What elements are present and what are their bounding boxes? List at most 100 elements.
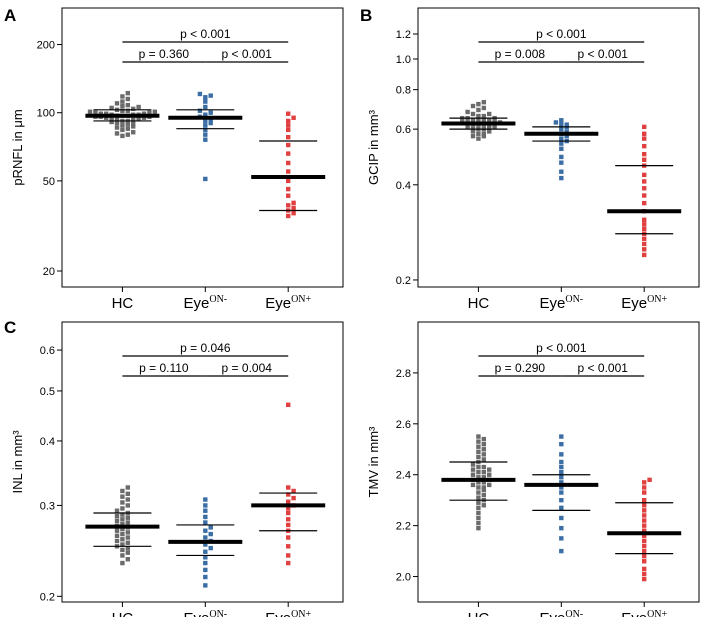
p-value-label: p < 0.001 bbox=[578, 47, 629, 61]
data-point-HC bbox=[470, 103, 476, 109]
data-point-EyeON+ bbox=[647, 477, 652, 483]
y-tick-label: 200 bbox=[37, 40, 55, 52]
data-point-HC bbox=[131, 124, 136, 129]
data-point-EyeON+ bbox=[642, 533, 647, 539]
data-point-EyeON+ bbox=[642, 252, 647, 258]
data-point-HC bbox=[120, 547, 125, 553]
data-point-HC bbox=[136, 116, 141, 122]
category-name: Eye bbox=[539, 295, 565, 312]
category-superscript: ON- bbox=[209, 609, 227, 617]
data-point-EyeON+ bbox=[642, 485, 647, 490]
data-point-HC bbox=[109, 119, 114, 125]
data-point-EyeON- bbox=[203, 560, 208, 566]
data-point-EyeON+ bbox=[642, 222, 647, 227]
data-point-HC bbox=[476, 510, 481, 516]
data-point-EyeON- bbox=[203, 520, 208, 525]
data-point-HC bbox=[125, 121, 131, 127]
data-point-HC bbox=[125, 540, 131, 545]
x-tick-label: HC bbox=[112, 610, 134, 617]
data-point-HC bbox=[114, 508, 120, 513]
data-point-EyeON- bbox=[559, 169, 564, 174]
data-point-HC bbox=[476, 434, 481, 439]
data-point-EyeON+ bbox=[291, 200, 296, 206]
category-name: HC bbox=[468, 610, 490, 617]
data-point-EyeON+ bbox=[642, 571, 647, 577]
data-point-HC bbox=[120, 494, 125, 499]
data-point-HC bbox=[476, 464, 481, 470]
data-point-HC bbox=[481, 131, 487, 136]
category-name: Eye bbox=[265, 610, 291, 617]
x-tick-label: EyeON- bbox=[539, 609, 583, 617]
data-point-EyeON+ bbox=[642, 548, 647, 554]
data-point-HC bbox=[125, 491, 131, 496]
data-point-EyeON- bbox=[559, 459, 564, 465]
data-point-HC bbox=[470, 482, 476, 488]
data-point-EyeON- bbox=[559, 469, 564, 475]
data-point-EyeON- bbox=[559, 515, 564, 521]
p-value-label: p < 0.001 bbox=[536, 341, 587, 355]
data-point-HC bbox=[120, 521, 125, 527]
data-point-HC bbox=[481, 492, 487, 498]
data-point-EyeON+ bbox=[286, 402, 291, 407]
data-point-EyeON+ bbox=[286, 544, 291, 549]
y-tick-label: 0.2 bbox=[396, 275, 411, 287]
data-point-EyeON- bbox=[559, 497, 564, 503]
data-point-HC bbox=[131, 117, 136, 123]
data-point-HC bbox=[487, 467, 492, 472]
data-point-HC bbox=[481, 441, 487, 447]
data-point-EyeON+ bbox=[642, 136, 647, 141]
data-point-EyeON- bbox=[559, 505, 564, 511]
data-point-EyeON+ bbox=[642, 528, 647, 533]
data-point-HC bbox=[114, 101, 120, 106]
y-tick-label: 0.4 bbox=[396, 180, 411, 192]
data-point-HC bbox=[470, 129, 476, 134]
data-point-HC bbox=[120, 542, 125, 547]
data-point-EyeON+ bbox=[286, 213, 291, 219]
data-point-HC bbox=[109, 116, 114, 122]
data-point-EyeON+ bbox=[642, 186, 647, 191]
data-point-EyeON+ bbox=[642, 523, 647, 528]
data-point-EyeON- bbox=[559, 441, 564, 447]
plot-frame bbox=[417, 7, 700, 288]
data-point-EyeON+ bbox=[286, 510, 291, 516]
data-point-EyeON+ bbox=[286, 186, 291, 192]
data-point-EyeON- bbox=[203, 528, 208, 533]
data-point-EyeON- bbox=[203, 95, 208, 100]
y-tick-label: 2.2 bbox=[396, 521, 411, 533]
data-point-EyeON+ bbox=[286, 560, 291, 566]
data-point-HC bbox=[125, 108, 131, 113]
data-point-EyeON+ bbox=[642, 131, 647, 136]
data-point-HC bbox=[114, 538, 120, 544]
category-superscript: ON- bbox=[565, 294, 583, 305]
data-point-EyeON+ bbox=[642, 124, 647, 130]
x-tick-label: EyeON+ bbox=[621, 609, 667, 617]
data-point-HC bbox=[125, 96, 131, 102]
data-point-EyeON+ bbox=[642, 200, 647, 206]
category-name: Eye bbox=[621, 295, 647, 312]
data-point-HC bbox=[476, 505, 481, 511]
data-point-EyeON- bbox=[203, 99, 208, 104]
data-point-EyeON- bbox=[559, 480, 564, 485]
data-point-HC bbox=[114, 533, 120, 538]
data-point-EyeON+ bbox=[642, 217, 647, 222]
data-point-HC bbox=[476, 469, 481, 475]
data-point-HC bbox=[470, 133, 476, 139]
data-point-HC bbox=[147, 110, 152, 115]
data-point-HC bbox=[114, 513, 120, 519]
data-point-HC bbox=[131, 120, 136, 126]
data-point-HC bbox=[87, 109, 93, 114]
data-point-EyeON+ bbox=[642, 247, 647, 252]
data-point-HC bbox=[120, 108, 125, 113]
data-point-EyeON- bbox=[203, 112, 208, 117]
data-point-EyeON+ bbox=[286, 134, 291, 140]
y-axis-label: GCIP in mm³ bbox=[366, 109, 381, 185]
data-point-HC bbox=[125, 132, 131, 137]
data-point-HC bbox=[481, 503, 487, 508]
data-point-EyeON- bbox=[559, 160, 564, 165]
data-point-HC bbox=[476, 525, 481, 531]
y-tick-label: 20 bbox=[43, 266, 55, 278]
plot-frame bbox=[61, 321, 344, 603]
category-name: Eye bbox=[183, 295, 209, 312]
data-point-EyeON- bbox=[203, 123, 208, 128]
